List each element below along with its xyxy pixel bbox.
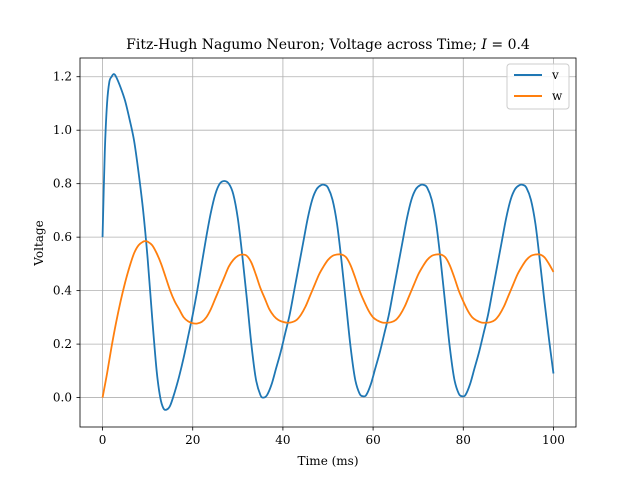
y-tick-label: 0.4 — [53, 284, 72, 298]
y-tick-label: 0.8 — [53, 177, 72, 191]
x-tick-label: 20 — [185, 433, 200, 447]
plot-frame — [79, 57, 577, 428]
y-tick-label: 1.0 — [53, 123, 72, 137]
legend: v w — [506, 63, 570, 110]
legend-label-v: v — [551, 68, 559, 82]
x-tick-label: 60 — [365, 433, 380, 447]
legend-label-w: w — [552, 89, 563, 103]
series-line-v — [101, 73, 555, 411]
y-axis-label: Voltage — [32, 220, 46, 266]
series-line-w — [101, 240, 555, 398]
y-tick-label: 0.0 — [53, 391, 72, 405]
x-axis-label: Time (ms) — [297, 454, 358, 468]
series-lines — [101, 73, 555, 411]
y-tick-label: 0.2 — [53, 337, 72, 351]
axis-ticks: 0 20 40 60 80 100 0.0 0.2 0.4 0.6 0.8 1.0 1.2 — [53, 70, 565, 447]
grid-lines — [80, 58, 576, 427]
x-tick-label: 0 — [99, 433, 107, 447]
x-tick-label: 80 — [456, 433, 471, 447]
y-tick-label: 1.2 — [53, 70, 72, 84]
y-tick-label: 0.6 — [53, 230, 72, 244]
chart-title: Fitz-Hugh Nagumo Neuron; Voltage across … — [126, 37, 530, 53]
x-tick-label: 100 — [542, 433, 565, 447]
x-tick-label: 40 — [275, 433, 290, 447]
